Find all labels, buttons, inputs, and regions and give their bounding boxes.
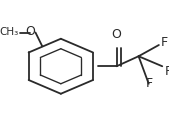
Text: F: F: [146, 77, 153, 90]
Text: CH₃: CH₃: [0, 27, 19, 37]
Text: F: F: [161, 36, 168, 49]
Text: O: O: [111, 28, 121, 41]
Text: O: O: [25, 25, 35, 38]
Text: F: F: [165, 65, 169, 78]
